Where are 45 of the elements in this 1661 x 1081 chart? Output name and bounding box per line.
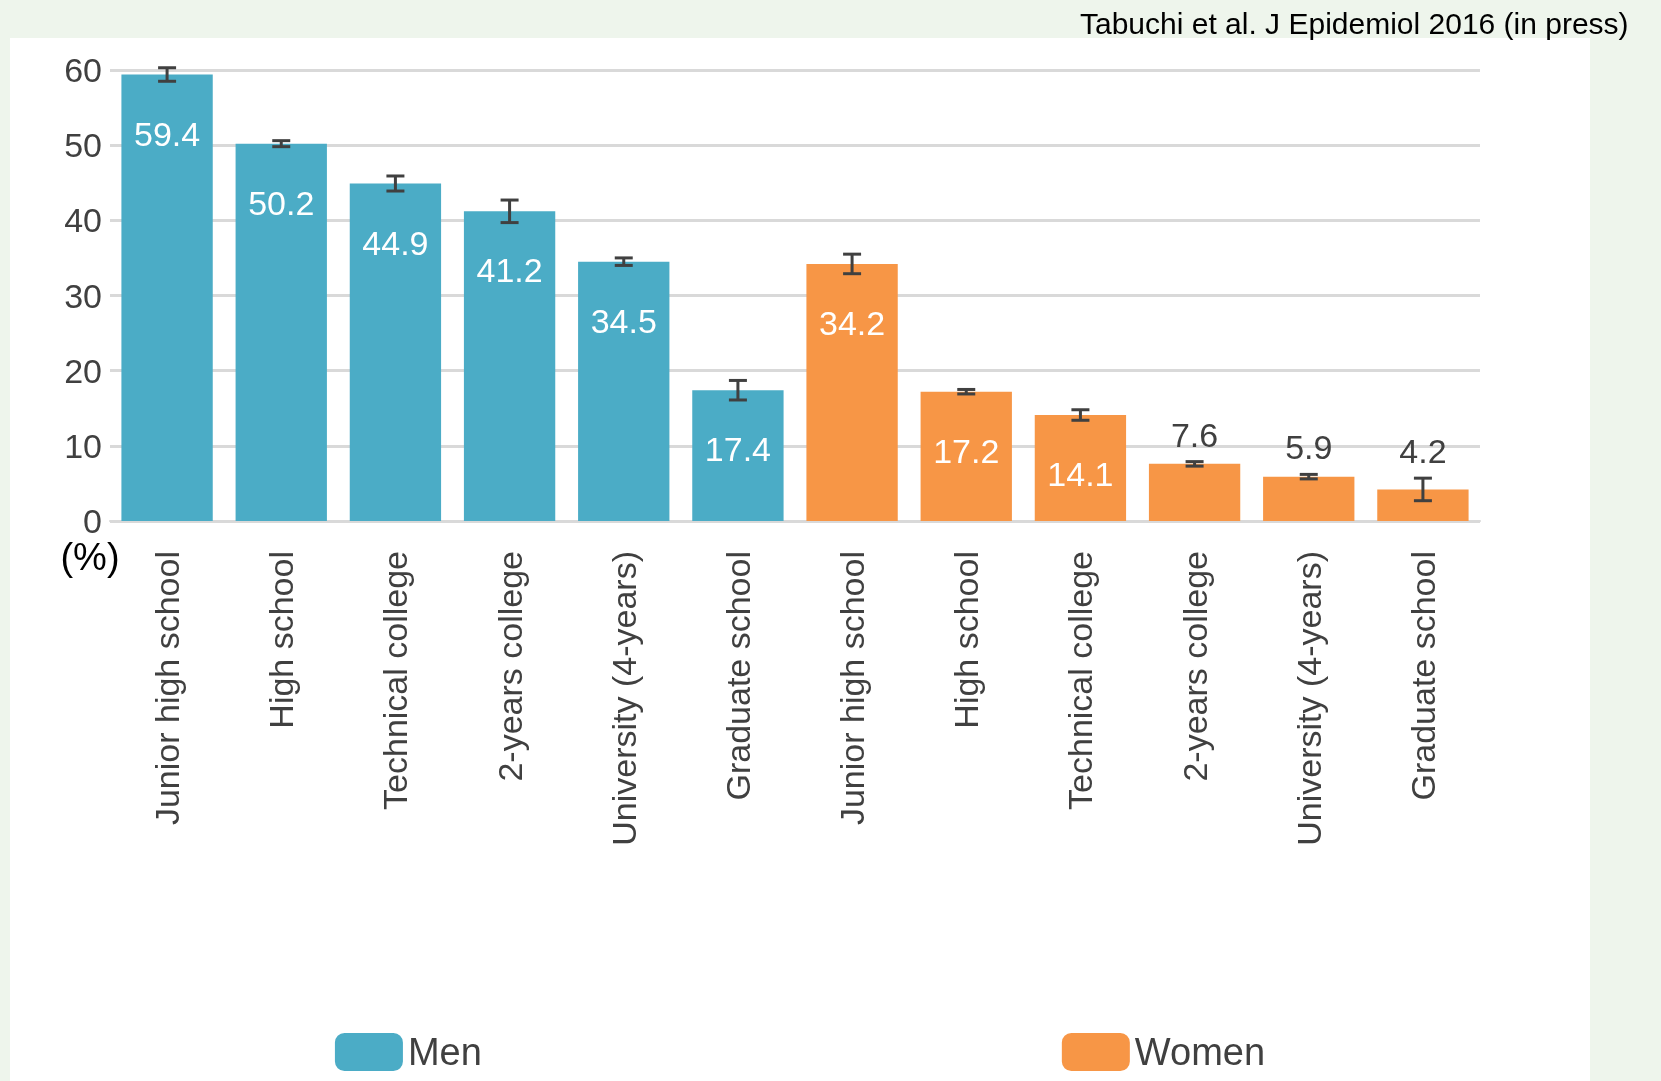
data-label: 34.5 (590, 301, 657, 340)
y-tick-label: 30 (64, 276, 102, 315)
x-tick-label: Junior high school (148, 551, 187, 826)
bar (1263, 476, 1355, 521)
data-label: 4.2 (1399, 432, 1447, 471)
bar (349, 183, 442, 521)
data-label: 17.4 (704, 430, 772, 469)
x-tick-label: 2-years college (1175, 551, 1214, 782)
bar (1034, 415, 1127, 521)
data-label: 7.6 (1170, 415, 1219, 454)
data-label: 44.9 (362, 223, 429, 262)
y-tick-label: 20 (64, 351, 102, 390)
bar (806, 263, 898, 521)
x-tick-label: High school (947, 551, 986, 729)
y-tick-label: 10 (64, 426, 102, 465)
data-label: 14.1 (1047, 455, 1114, 494)
x-tick-label: University (4-years) (604, 551, 643, 846)
bar (121, 74, 213, 521)
bar (1148, 463, 1241, 521)
data-label: 34.2 (818, 303, 886, 342)
data-label: 59.4 (133, 114, 201, 153)
x-tick-label: Junior high school (833, 551, 872, 826)
bar (1377, 489, 1469, 521)
x-tick-label: Technical college (376, 551, 415, 810)
bar (463, 211, 556, 521)
bar (920, 391, 1012, 521)
x-tick-label: University (4-years) (1289, 551, 1328, 846)
data-label: 17.2 (933, 431, 1000, 470)
data-label: 5.9 (1285, 428, 1333, 467)
x-tick-label: High school (262, 551, 301, 729)
bar (692, 390, 784, 521)
y-tick-label: 40 (64, 201, 102, 240)
x-tick-label: Technical college (1061, 551, 1100, 810)
data-label: 50.2 (248, 183, 315, 222)
data-label: 41.2 (476, 251, 543, 290)
legend-label: Women (1134, 1031, 1266, 1073)
text: Tabuchi et al. J Epidemiol 2016 (in press) (1080, 6, 1630, 42)
legend-label: Men (407, 1031, 482, 1073)
bar (235, 143, 327, 521)
x-tick-label: Graduate school (718, 551, 757, 801)
x-tick-label: 2-years college (490, 551, 529, 782)
y-tick-label: 60 (64, 51, 102, 89)
bar (578, 261, 670, 521)
x-tick-label: Graduate school (1403, 551, 1442, 801)
y-tick-label: 50 (64, 126, 102, 165)
